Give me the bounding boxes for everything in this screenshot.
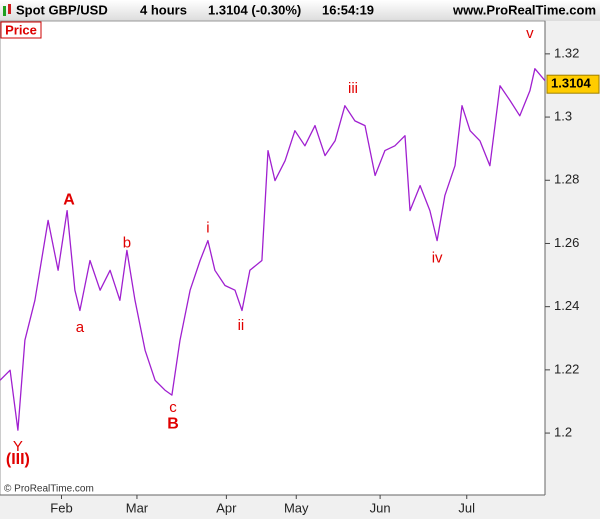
wave-label: v (526, 25, 534, 42)
x-tick-label: Feb (50, 500, 72, 515)
y-tick-label: 1.2 (554, 425, 572, 440)
header-time: 16:54:19 (322, 2, 374, 17)
plot-area (0, 20, 546, 496)
header-period: 4 hours (140, 2, 187, 17)
y-tick-label: 1.3 (554, 109, 572, 124)
wave-label: A (63, 192, 75, 209)
last-price-box (546, 74, 600, 94)
wave-label: ii (238, 317, 245, 334)
wave-label: B (167, 415, 179, 432)
candle-icon (3, 4, 11, 16)
wave-label: c (169, 399, 177, 416)
wave-label: iv (432, 249, 443, 266)
header-site: www.ProRealTime.com (452, 2, 596, 17)
y-axis-area (545, 21, 600, 495)
wave-label: Y (13, 438, 23, 455)
copyright: © ProRealTime.com (4, 484, 94, 495)
wave-label: (III) (6, 451, 30, 468)
panel-label: Price (5, 22, 37, 37)
panel-label-box (0, 21, 42, 39)
y-tick-label: 1.26 (554, 235, 579, 250)
header-symbol: Spot GBP/USD (16, 2, 108, 17)
x-axis-area (0, 495, 600, 519)
wave-label: b (123, 234, 131, 251)
last-price-label: 1.3104 (551, 76, 592, 91)
wave-label: i (206, 220, 209, 237)
wave-label: iii (348, 80, 358, 97)
x-tick-label: Apr (216, 500, 237, 515)
y-tick-label: 1.24 (554, 298, 579, 313)
y-tick-label: 1.22 (554, 361, 579, 376)
header-price: 1.3104 (-0.30%) (208, 2, 301, 17)
y-tick-label: 1.28 (554, 172, 579, 187)
x-tick-label: Jun (370, 500, 391, 515)
price-line (0, 68, 546, 431)
x-tick-label: Mar (126, 500, 149, 515)
x-tick-label: Jul (458, 500, 475, 515)
x-tick-label: May (284, 500, 309, 515)
header-bar (0, 0, 600, 21)
wave-label: a (76, 319, 85, 336)
y-tick-label: 1.32 (554, 45, 579, 60)
